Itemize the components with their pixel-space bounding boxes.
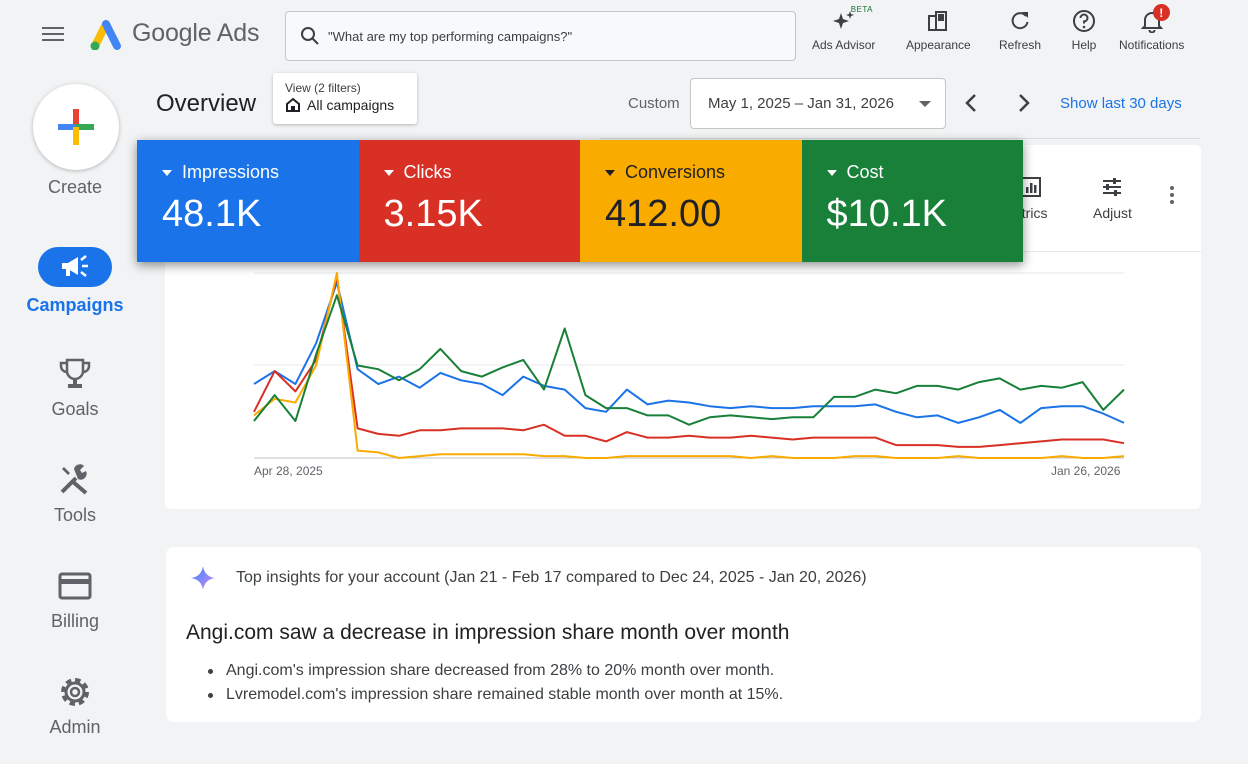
- gemini-sparkle-icon: [191, 566, 215, 590]
- metric-value: 3.15K: [383, 193, 483, 235]
- appearance-icon: [928, 11, 948, 31]
- google-ads-logo-icon: [90, 20, 121, 50]
- view-filter-count: View (2 filters): [285, 81, 361, 95]
- search-input[interactable]: [328, 28, 768, 44]
- sidebar-item-label: Admin: [49, 717, 101, 737]
- top-bar: Google Ads BETA Ads Advisor Appearance: [0, 0, 1248, 70]
- card-separator: [1023, 251, 1201, 252]
- adjust-label: Adjust: [1093, 205, 1132, 221]
- metric-conversions[interactable]: Conversions 412.00: [580, 140, 802, 262]
- metric-name: Clicks: [403, 162, 452, 182]
- header-divider: [600, 138, 1200, 139]
- ads-advisor-label: Ads Advisor: [812, 38, 876, 52]
- next-period-button[interactable]: [1012, 92, 1034, 114]
- insight-bullet: Angi.com's impression share decreased fr…: [206, 659, 783, 683]
- insights-card: Top insights for your account (Jan 21 - …: [166, 547, 1201, 722]
- metric-value: 412.00: [605, 193, 722, 235]
- home-icon: [286, 97, 300, 112]
- view-filter-label: All campaigns: [307, 97, 395, 113]
- google-ads-logo[interactable]: Google Ads: [88, 16, 259, 50]
- help-button[interactable]: Help: [1071, 8, 1097, 52]
- metric-name: Impressions: [182, 162, 280, 182]
- refresh-button[interactable]: Refresh: [999, 8, 1041, 52]
- trophy-icon: [59, 358, 91, 388]
- help-label: Help: [1071, 38, 1097, 52]
- beta-badge: BETA: [850, 5, 873, 14]
- dropdown-triangle-icon: [605, 169, 615, 176]
- create-button[interactable]: [33, 84, 119, 170]
- sidebar-item-tools[interactable]: Tools: [0, 463, 150, 526]
- notification-badge: !: [1152, 4, 1170, 21]
- search-icon: [301, 27, 319, 45]
- metric-strip: Impressions 48.1K Clicks 3.15K Conversio…: [137, 140, 1023, 262]
- x-axis-end-label: Jan 26, 2026: [1051, 464, 1121, 478]
- previous-period-button[interactable]: [961, 92, 983, 114]
- credit-card-icon: [58, 572, 92, 600]
- sidebar-item-billing[interactable]: Billing: [0, 569, 150, 632]
- sidebar-item-goals[interactable]: Goals: [0, 357, 150, 420]
- date-range-type-label: Custom: [628, 95, 680, 112]
- appearance-button[interactable]: Appearance: [906, 8, 971, 52]
- sidebar-item-label: Campaigns: [26, 295, 124, 315]
- megaphone-icon: [62, 255, 88, 277]
- appearance-label: Appearance: [906, 38, 971, 52]
- sidebar-item-label: Billing: [50, 611, 100, 631]
- sidebar-item-label: Tools: [53, 505, 97, 525]
- search-bar[interactable]: [285, 11, 796, 61]
- main-menu-button[interactable]: [40, 24, 66, 46]
- dropdown-triangle-icon: [162, 169, 172, 176]
- tools-icon: [60, 464, 88, 495]
- metric-cost[interactable]: Cost $10.1K: [801, 140, 1023, 262]
- sidebar-item-campaigns[interactable]: Campaigns: [0, 247, 150, 316]
- create-label: Create: [47, 177, 103, 197]
- insight-bullets: Angi.com's impression share decreased fr…: [206, 659, 783, 707]
- x-axis-start-label: Apr 28, 2025: [254, 464, 323, 478]
- notifications-button[interactable]: ! Notifications: [1119, 4, 1185, 52]
- dropdown-triangle-icon: [383, 169, 394, 176]
- insights-heading: Top insights for your account (Jan 21 - …: [236, 569, 867, 586]
- notifications-label: Notifications: [1119, 38, 1185, 52]
- metric-value: 48.1K: [162, 193, 262, 235]
- date-range-picker[interactable]: May 1, 2025 – Jan 31, 2026: [690, 78, 946, 129]
- metric-impressions[interactable]: Impressions 48.1K: [137, 140, 359, 262]
- insight-title: Angi.com saw a decrease in impression sh…: [186, 621, 790, 644]
- page-title: Overview: [156, 90, 257, 117]
- view-filter-button[interactable]: View (2 filters) All campaigns: [273, 73, 417, 124]
- metric-name: Conversions: [625, 162, 726, 182]
- ads-advisor-button[interactable]: BETA Ads Advisor: [812, 5, 876, 52]
- dropdown-triangle-icon: [826, 169, 837, 176]
- more-options-button[interactable]: [1170, 186, 1174, 207]
- refresh-icon: [1011, 12, 1029, 30]
- sidebar-item-admin[interactable]: Admin: [0, 675, 150, 738]
- show-last-30-days-link[interactable]: Show last 30 days: [1060, 95, 1182, 112]
- metric-value: $10.1K: [826, 193, 947, 235]
- gear-icon: [61, 678, 89, 706]
- metric-clicks[interactable]: Clicks 3.15K: [358, 140, 580, 262]
- app-name: Google Ads: [132, 18, 260, 47]
- refresh-label: Refresh: [999, 38, 1042, 52]
- caret-down-icon: [919, 101, 931, 107]
- date-range-value: May 1, 2025 – Jan 31, 2026: [708, 95, 894, 112]
- insight-bullet: Lvremodel.com's impression share remaine…: [206, 683, 783, 707]
- plus-icon: [58, 109, 94, 145]
- adjust-button[interactable]: Adjust: [1093, 175, 1132, 221]
- sidebar-item-label: Goals: [51, 399, 99, 419]
- help-icon: [1073, 10, 1095, 32]
- metric-name: Cost: [846, 162, 884, 182]
- sparkle-icon: [832, 11, 854, 29]
- adjust-icon: [1103, 178, 1122, 196]
